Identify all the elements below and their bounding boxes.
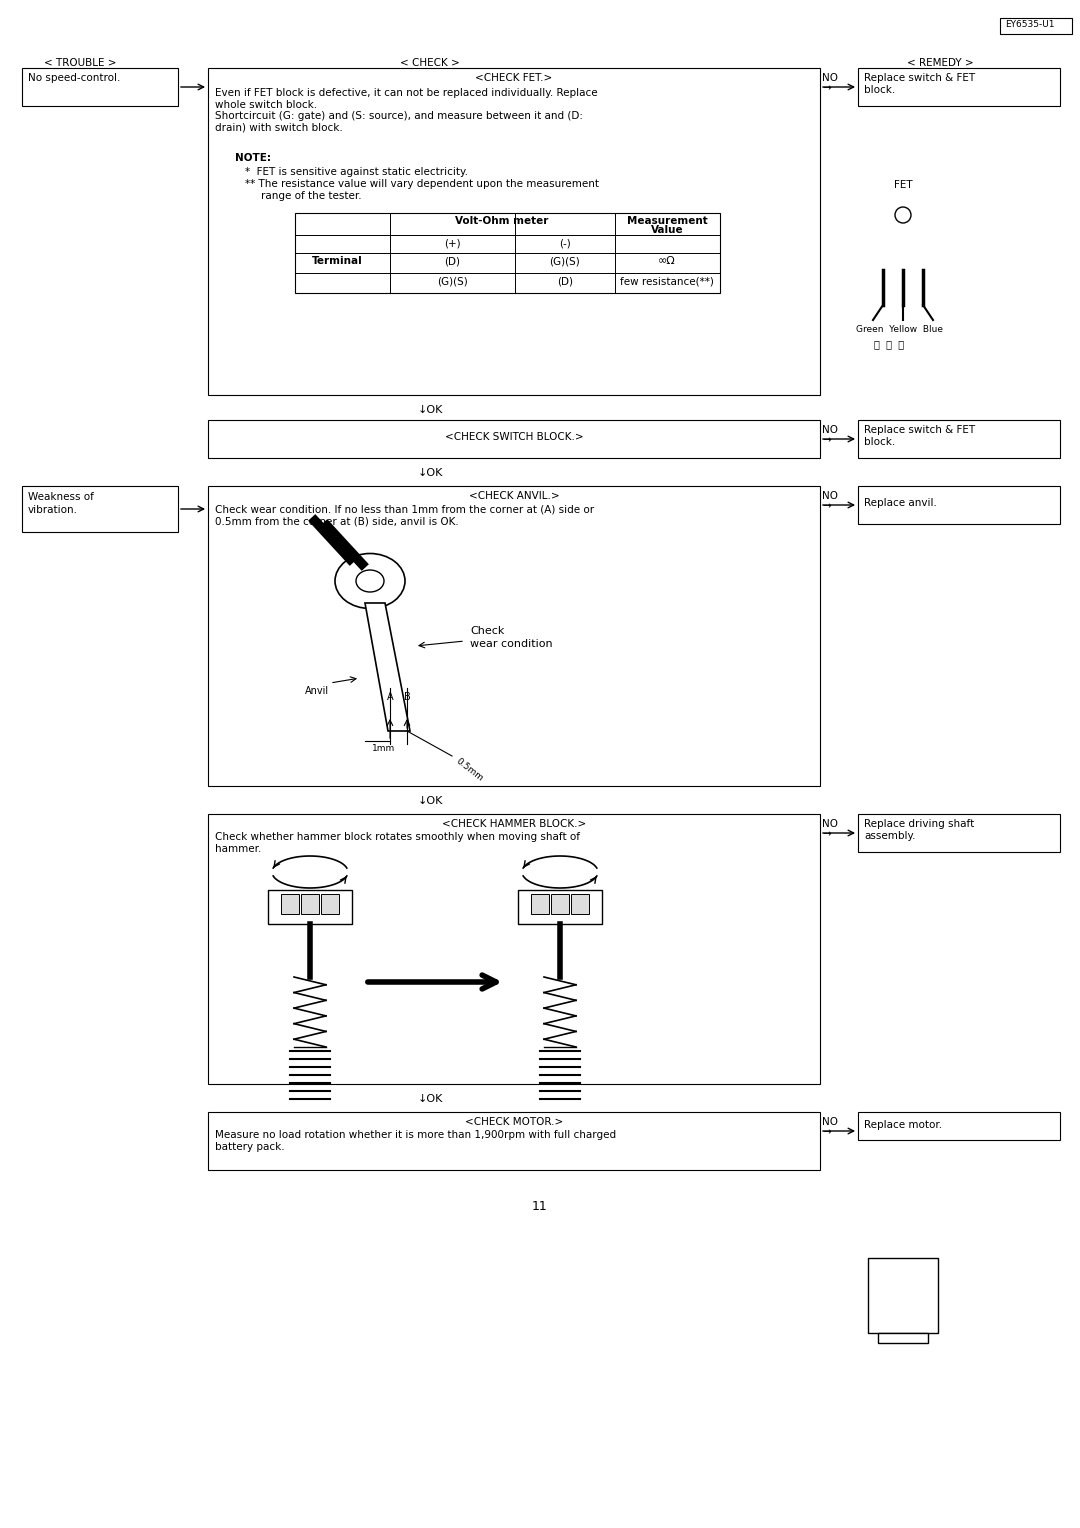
Text: NOTE:: NOTE: [235,153,271,163]
Text: Replace motor.: Replace motor. [864,1120,942,1131]
Text: →: → [822,435,831,445]
Text: Measurement: Measurement [626,215,707,226]
Text: hammer.: hammer. [215,843,261,854]
Polygon shape [518,889,602,924]
Text: (G)(S): (G)(S) [436,277,468,286]
Polygon shape [531,894,549,914]
Text: block.: block. [864,437,895,448]
Polygon shape [365,604,410,730]
Text: Value: Value [650,225,684,235]
Polygon shape [868,1258,939,1332]
Text: <CHECK ANVIL.>: <CHECK ANVIL.> [469,490,559,501]
Text: Replace driving shaft: Replace driving shaft [864,819,974,830]
Text: NO: NO [822,425,838,435]
Text: <CHECK HAMMER BLOCK.>: <CHECK HAMMER BLOCK.> [442,819,586,830]
Text: ↓OK: ↓OK [417,796,443,805]
Text: <CHECK SWITCH BLOCK.>: <CHECK SWITCH BLOCK.> [445,432,583,442]
Polygon shape [321,894,339,914]
Text: ↓OK: ↓OK [417,1094,443,1105]
Text: Replace switch & FET: Replace switch & FET [864,425,975,435]
Text: →: → [822,83,831,93]
Text: NO: NO [822,819,838,830]
Text: <CHECK FET.>: <CHECK FET.> [475,73,553,83]
Text: No speed-control.: No speed-control. [28,73,120,83]
Text: 11: 11 [532,1199,548,1213]
Text: range of the tester.: range of the tester. [261,191,362,202]
Text: Replace anvil.: Replace anvil. [864,498,936,507]
Text: (D): (D) [557,277,573,286]
Ellipse shape [335,553,405,608]
Text: B: B [404,692,410,701]
Text: ↓OK: ↓OK [417,468,443,478]
Text: (D): (D) [444,257,460,266]
Text: 1mm: 1mm [372,744,395,753]
Text: ⓖ  ⓓ  Ⓢ: ⓖ ⓓ Ⓢ [874,339,904,348]
Text: Anvil: Anvil [305,686,329,695]
Text: →: → [822,830,831,839]
Ellipse shape [356,570,384,591]
Text: Weakness of: Weakness of [28,492,94,503]
Text: Even if FET block is defective, it can not be replaced individually. Replace
who: Even if FET block is defective, it can n… [215,89,597,133]
Text: Green  Yellow  Blue: Green Yellow Blue [856,325,943,335]
Polygon shape [281,894,299,914]
Text: (-): (-) [559,238,571,248]
Text: →: → [822,1128,831,1137]
Text: < CHECK >: < CHECK > [400,58,460,69]
Text: A: A [387,692,393,701]
Text: 0.5mm from the corner at (B) side, anvil is OK.: 0.5mm from the corner at (B) side, anvil… [215,516,459,526]
Text: →: → [822,501,831,510]
Text: ** The resistance value will vary dependent upon the measurement: ** The resistance value will vary depend… [245,179,599,189]
Text: *  FET is sensitive against static electricity.: * FET is sensitive against static electr… [245,167,468,177]
Text: (+): (+) [444,238,460,248]
Text: block.: block. [864,86,895,95]
Text: NO: NO [822,73,838,83]
Polygon shape [301,894,319,914]
Text: < REMEDY >: < REMEDY > [907,58,973,69]
Text: battery pack.: battery pack. [215,1141,285,1152]
Text: EY6535-U1: EY6535-U1 [1005,20,1054,29]
Text: NO: NO [822,1117,838,1128]
Text: Terminal: Terminal [312,257,363,266]
Text: Check: Check [470,626,504,636]
Text: Measure no load rotation whether it is more than 1,900rpm with full charged: Measure no load rotation whether it is m… [215,1131,616,1140]
Text: Check wear condition. If no less than 1mm from the corner at (A) side or: Check wear condition. If no less than 1m… [215,504,594,513]
Text: <CHECK MOTOR.>: <CHECK MOTOR.> [464,1117,563,1128]
Text: NO: NO [822,490,838,501]
Text: Replace switch & FET: Replace switch & FET [864,73,975,83]
Text: Check whether hammer block rotates smoothly when moving shaft of: Check whether hammer block rotates smoot… [215,833,580,842]
Text: few resistance(**): few resistance(**) [620,277,714,286]
Text: ∞Ω: ∞Ω [658,257,676,266]
Polygon shape [571,894,589,914]
Text: < TROUBLE >: < TROUBLE > [44,58,117,69]
Text: Volt-Ohm meter: Volt-Ohm meter [456,215,549,226]
Polygon shape [551,894,569,914]
Text: (G)(S): (G)(S) [550,257,580,266]
Text: FET: FET [893,180,913,189]
Polygon shape [878,1332,928,1343]
Text: vibration.: vibration. [28,504,78,515]
Text: ↓OK: ↓OK [417,405,443,416]
Text: wear condition: wear condition [470,639,553,649]
Text: assembly.: assembly. [864,831,916,840]
Polygon shape [268,889,352,924]
Text: 0.5mm: 0.5mm [454,756,485,782]
